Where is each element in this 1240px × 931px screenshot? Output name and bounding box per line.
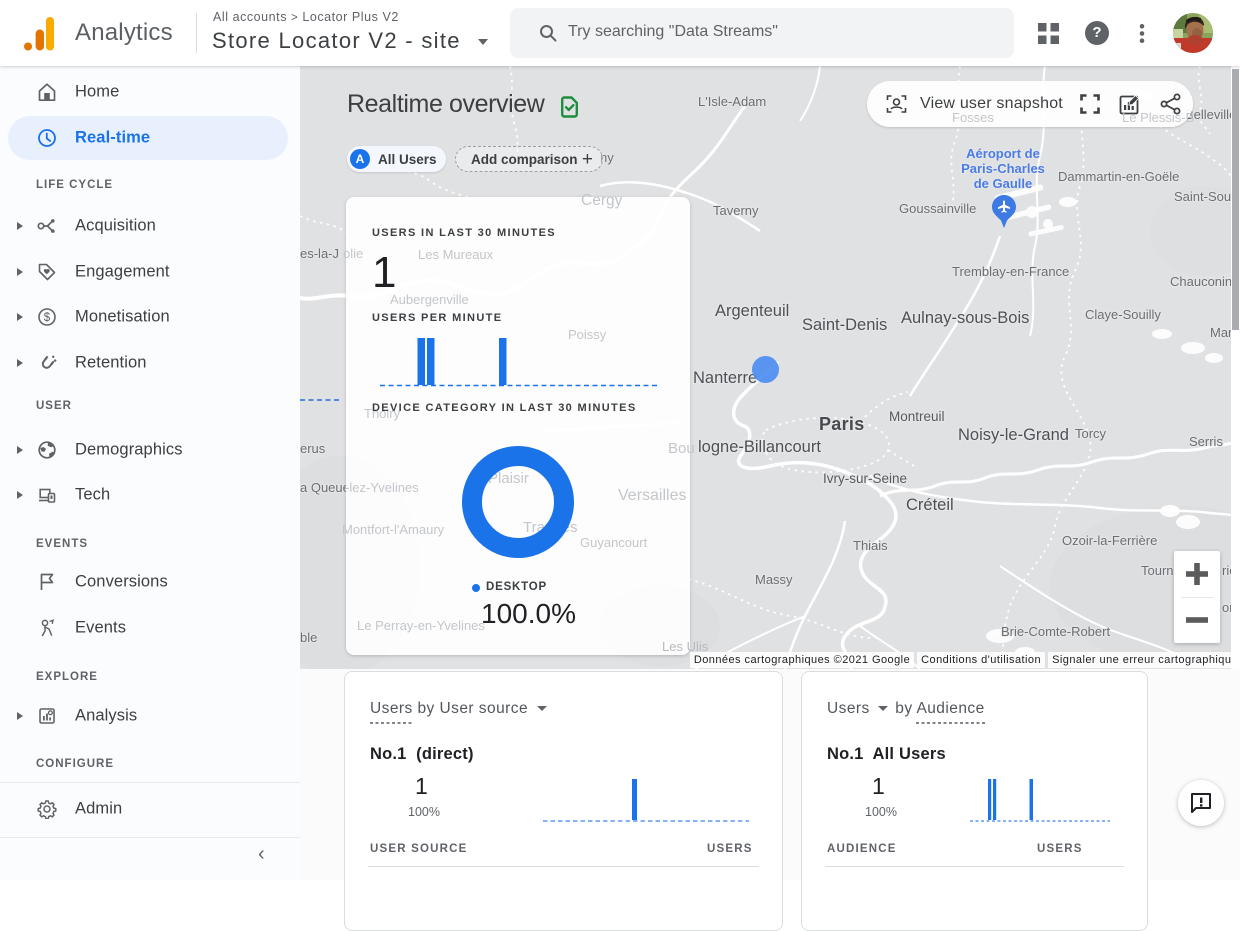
svg-text:$: $ bbox=[44, 312, 51, 324]
